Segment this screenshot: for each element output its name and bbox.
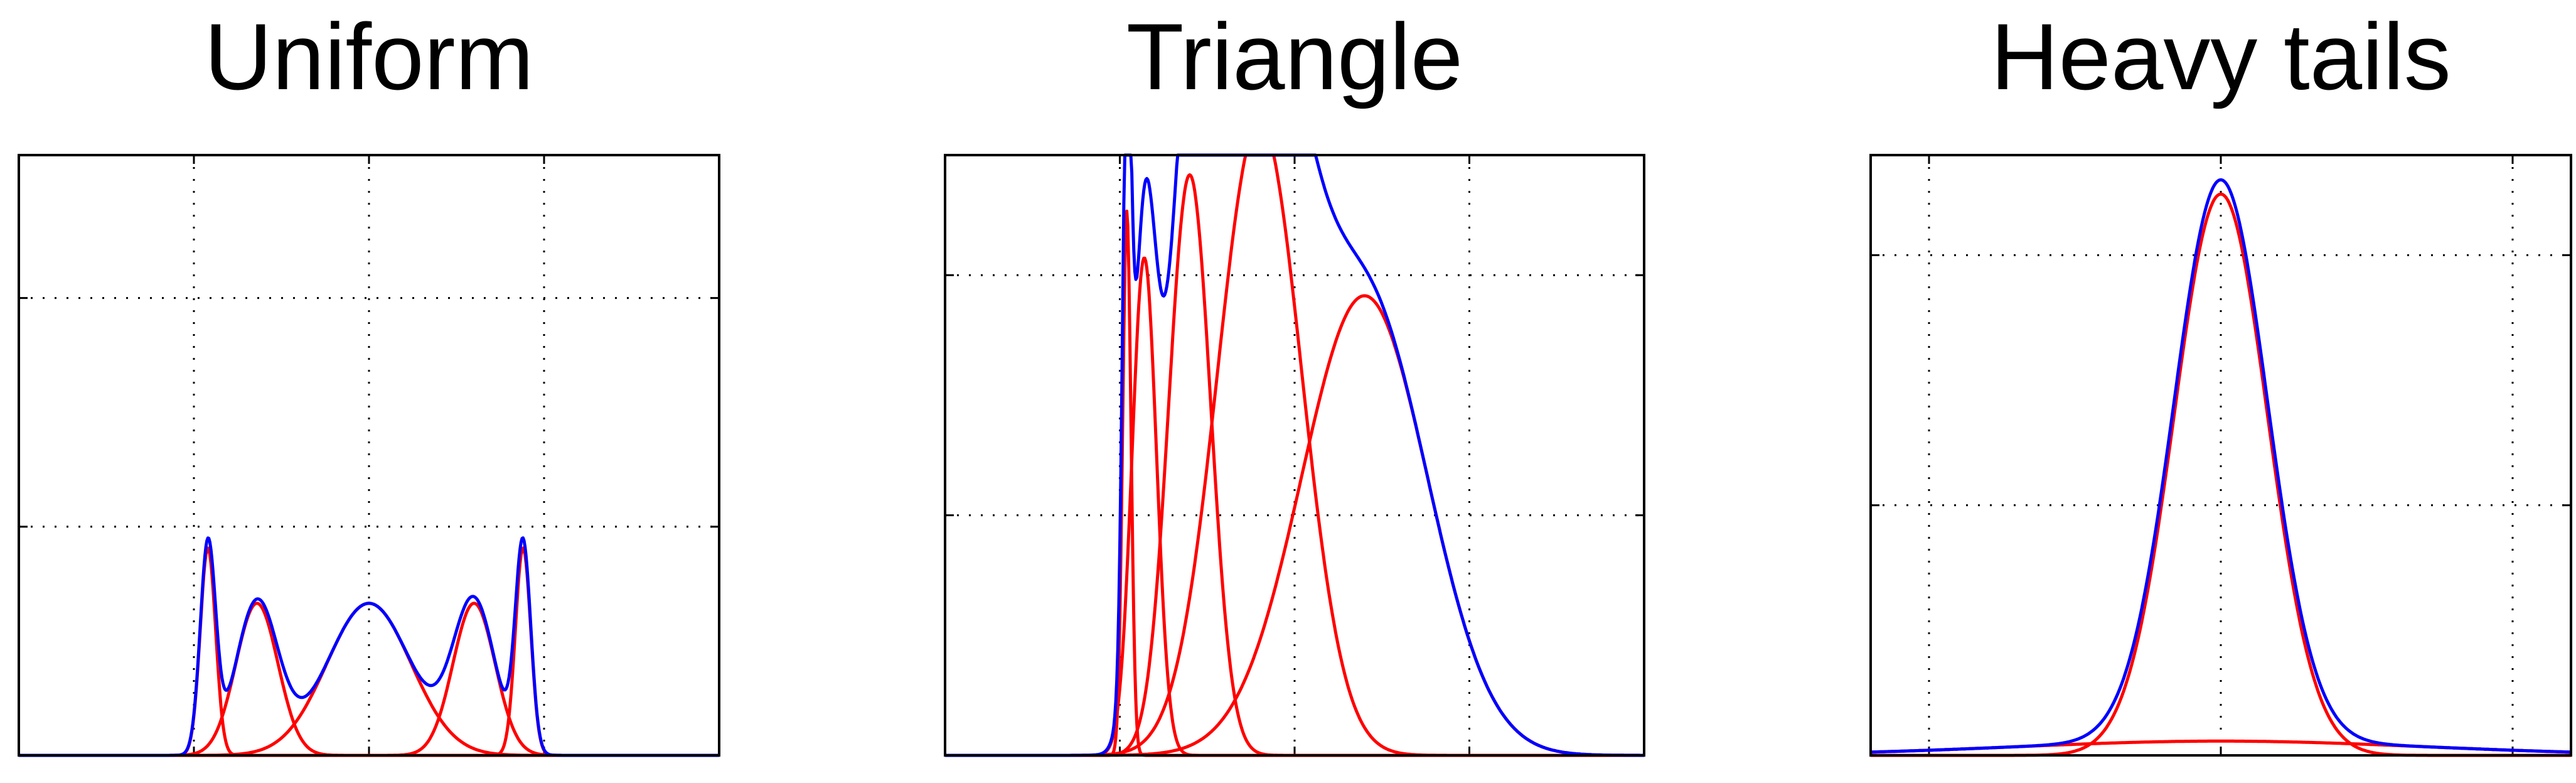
component-curve-1 — [944, 209, 1645, 757]
panel-title-triangle: Triangle — [1126, 4, 1463, 109]
mixture-density-curve — [18, 536, 720, 757]
component-curve-1 — [1870, 192, 2572, 757]
chart-panel-2 — [1869, 154, 2572, 757]
mixture-density-curve — [1870, 178, 2572, 754]
component-curve-5 — [18, 546, 720, 757]
chart-panel-1 — [944, 153, 1645, 757]
axes-frame — [18, 154, 720, 757]
component-curve-2 — [18, 602, 720, 757]
component-curve-3 — [18, 602, 720, 757]
axes-frame — [1869, 154, 2572, 757]
panel-title-heavy-tails: Heavy tails — [1991, 4, 2451, 109]
component-curve-1 — [18, 546, 720, 757]
chart-panel-0 — [18, 154, 720, 757]
component-curve-4 — [18, 602, 720, 757]
panel-title-uniform: Uniform — [204, 4, 534, 109]
axes-frame — [944, 154, 1645, 757]
